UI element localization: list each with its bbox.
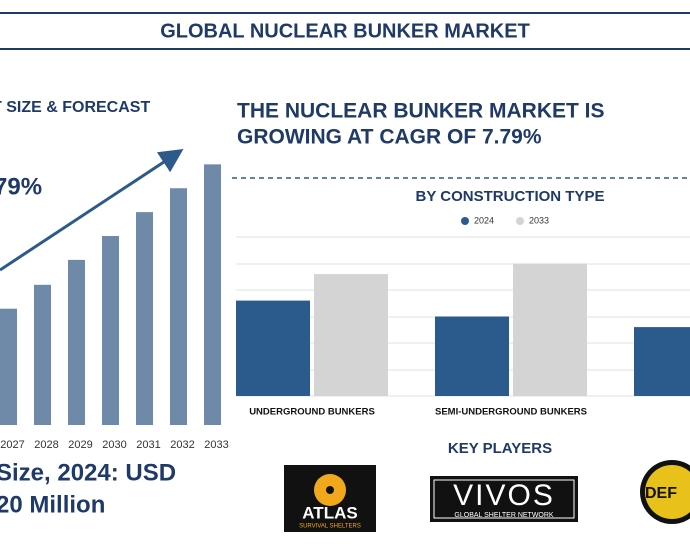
x-tick-label: 2029	[68, 439, 92, 451]
logo-tagline: SURVIVAL SHELTERS	[299, 524, 361, 530]
vivos-logo	[430, 476, 578, 522]
forecast-title: T SIZE & FORECAST	[0, 99, 150, 116]
def-logo	[645, 465, 690, 519]
logo-name: ATLAS	[302, 503, 357, 522]
bar	[170, 188, 187, 425]
page-title: GLOBAL NUCLEAR BUNKER MARKET	[160, 20, 530, 42]
bar	[634, 327, 690, 396]
x-tick-label: 2028	[34, 439, 58, 451]
x-tick-label: UNDERGROUND BUNKERS	[249, 407, 375, 418]
bar	[34, 284, 51, 425]
logo-tagline: GLOBAL SHELTER NETWORK	[454, 512, 554, 519]
bar	[314, 274, 388, 396]
bar	[435, 316, 509, 396]
title-frame	[0, 12, 690, 50]
logo-name: DEF	[645, 485, 677, 502]
market-size: 20 Million	[0, 491, 105, 518]
bar	[136, 212, 153, 425]
legend-label: 2033	[529, 215, 549, 225]
bar	[68, 259, 85, 425]
x-tick-label: 2031	[136, 439, 160, 451]
x-tick-label: 2030	[102, 439, 126, 451]
x-tick-label: 2027	[0, 439, 24, 451]
atlas-emblem	[326, 486, 334, 494]
cagr-annotation: 79%	[0, 173, 42, 200]
legend-swatch	[516, 217, 524, 225]
bar	[513, 263, 587, 396]
legend-label: 2024	[474, 215, 494, 225]
key-players-title: KEY PLAYERS	[448, 440, 552, 457]
x-tick-label: 2032	[170, 439, 194, 451]
vivos-frame	[433, 479, 575, 519]
bar	[102, 236, 119, 425]
bar	[204, 164, 221, 425]
x-tick-label: SEMI-UNDERGROUND BUNKERS	[435, 407, 587, 418]
logo-name: VIVOS	[453, 479, 555, 512]
bar	[0, 308, 17, 425]
growth-arrow	[0, 149, 184, 272]
legend-swatch	[461, 217, 469, 225]
chart-title: BY CONSTRUCTION TYPE	[416, 188, 605, 205]
headline: THE NUCLEAR BUNKER MARKET IS	[237, 100, 605, 123]
headline: GROWING AT CAGR OF 7.79%	[237, 126, 542, 149]
x-tick-label: 2033	[204, 439, 228, 451]
market-size: Size, 2024: USD	[0, 459, 176, 486]
bar	[236, 300, 310, 396]
